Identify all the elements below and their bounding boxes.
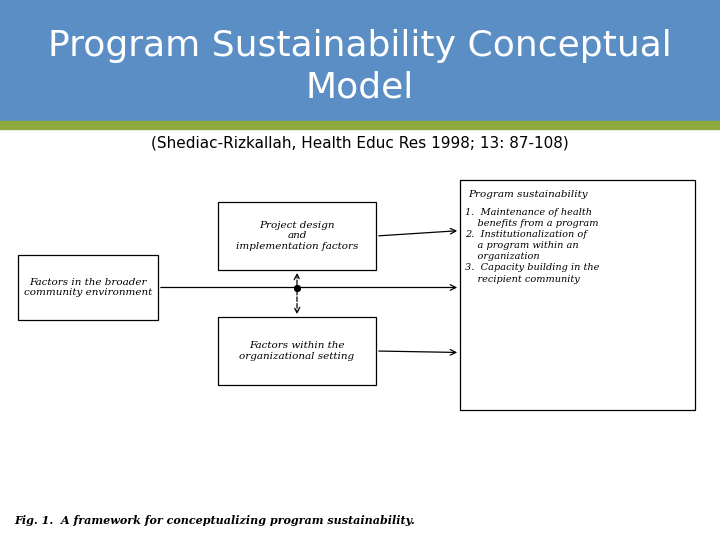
Text: Model: Model [306,71,414,104]
Text: Program sustainability: Program sustainability [468,190,588,199]
Text: Factors in the broader
community environment: Factors in the broader community environ… [24,278,152,297]
Text: Program Sustainability Conceptual: Program Sustainability Conceptual [48,29,672,63]
Bar [218,317,376,385]
Text: Factors within the
organizational setting: Factors within the organizational settin… [240,341,354,361]
Bar [460,180,695,410]
Text: Project design
and
implementation factors: Project design and implementation factor… [236,221,358,251]
Bar [218,202,376,270]
Bar [18,255,158,320]
Text: (Shediac-Rizkallah, Health Educ Res 1998; 13: 87-108): (Shediac-Rizkallah, Health Educ Res 1998… [151,136,569,151]
Text: Fig. 1.  A framework for conceptualizing program sustainability.: Fig. 1. A framework for conceptualizing … [14,516,415,526]
Text: 1.  Maintenance of health
    benefits from a program
2.  Institutionalization o: 1. Maintenance of health benefits from a… [465,208,599,284]
